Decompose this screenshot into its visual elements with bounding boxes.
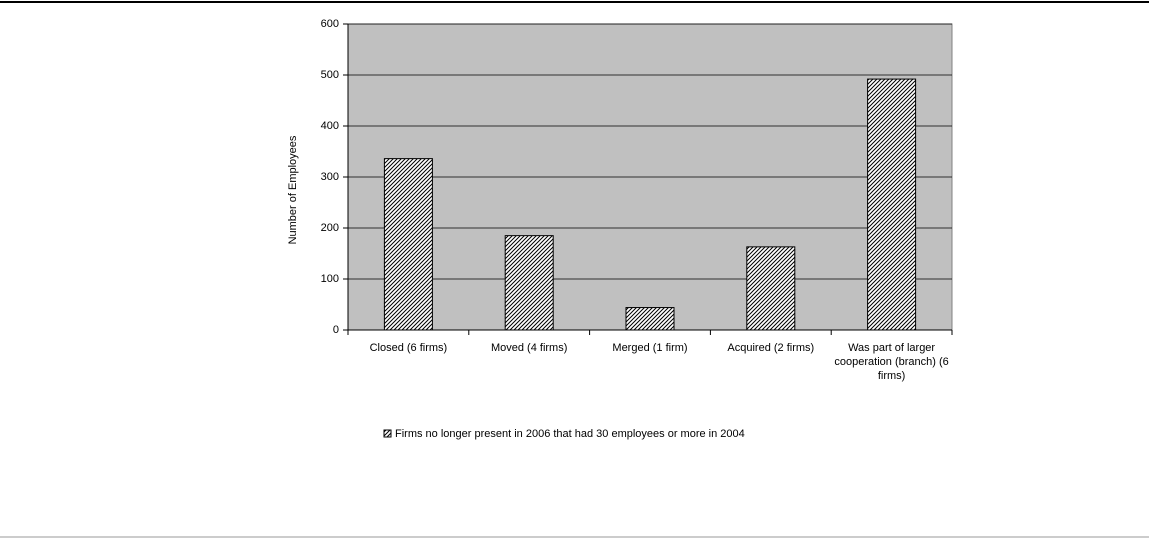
bar [746, 246, 796, 331]
y-tick-label: 400 [321, 120, 339, 132]
bar [504, 235, 554, 331]
legend-swatch [383, 429, 392, 438]
bar [383, 158, 433, 331]
x-tick-label: Moved (4 firms) [490, 342, 568, 354]
y-axis-label: Number of Employees [287, 135, 299, 244]
x-tick-label: Merged (1 firm) [612, 342, 688, 354]
legend-label: Firms no longer present in 2006 that had… [395, 428, 745, 440]
x-tick-label: Acquired (2 firms) [727, 342, 815, 354]
y-tick-label: 300 [321, 171, 339, 183]
bar [625, 307, 675, 331]
x-tick-label: Was part of larger cooperation (branch) … [834, 342, 949, 382]
x-tick-label: Closed (6 firms) [369, 342, 448, 354]
y-tick-label: 0 [333, 324, 339, 336]
bar [867, 78, 917, 331]
y-tick-label: 200 [321, 222, 339, 234]
y-tick-label: 600 [321, 18, 339, 30]
y-tick-label: 100 [321, 273, 339, 285]
y-tick-label: 500 [321, 69, 339, 81]
